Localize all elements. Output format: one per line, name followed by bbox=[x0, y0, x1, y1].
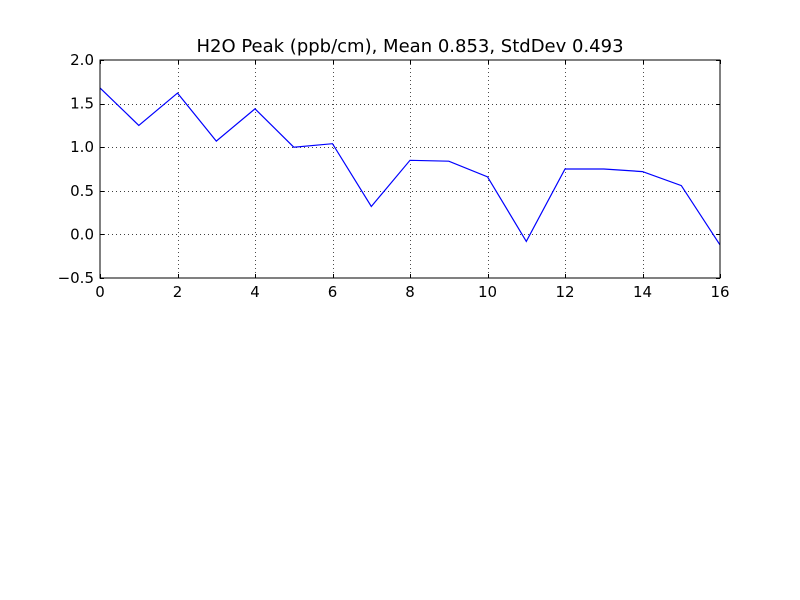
y-tick-label: −0.5 bbox=[58, 269, 94, 287]
y-tick-label: 1.5 bbox=[70, 95, 94, 113]
grid-lines bbox=[100, 60, 720, 278]
y-tick-label: 0.5 bbox=[70, 182, 94, 200]
x-tick-label: 10 bbox=[478, 283, 497, 301]
y-tick-label: 1.0 bbox=[70, 138, 94, 156]
x-tick-label: 0 bbox=[95, 283, 105, 301]
x-tick-labels: 0 2 4 6 8 10 12 14 16 bbox=[95, 283, 729, 301]
ticks bbox=[100, 60, 721, 279]
series-layer bbox=[99, 87, 721, 246]
x-tick-label: 16 bbox=[710, 283, 729, 301]
x-tick-label: 4 bbox=[250, 283, 260, 301]
y-tick-label: 2.0 bbox=[70, 51, 94, 69]
x-tick-label: 6 bbox=[328, 283, 338, 301]
x-tick-label: 2 bbox=[173, 283, 183, 301]
x-tick-label: 14 bbox=[633, 283, 652, 301]
x-tick-label: 8 bbox=[405, 283, 415, 301]
x-tick-label: 12 bbox=[555, 283, 574, 301]
series-line-0 bbox=[99, 87, 721, 246]
y-tick-label: 0.0 bbox=[70, 225, 94, 243]
chart-title: H2O Peak (ppb/cm), Mean 0.853, StdDev 0.… bbox=[196, 36, 623, 57]
y-tick-labels: −0.5 0.0 0.5 1.0 1.5 2.0 bbox=[58, 51, 94, 287]
